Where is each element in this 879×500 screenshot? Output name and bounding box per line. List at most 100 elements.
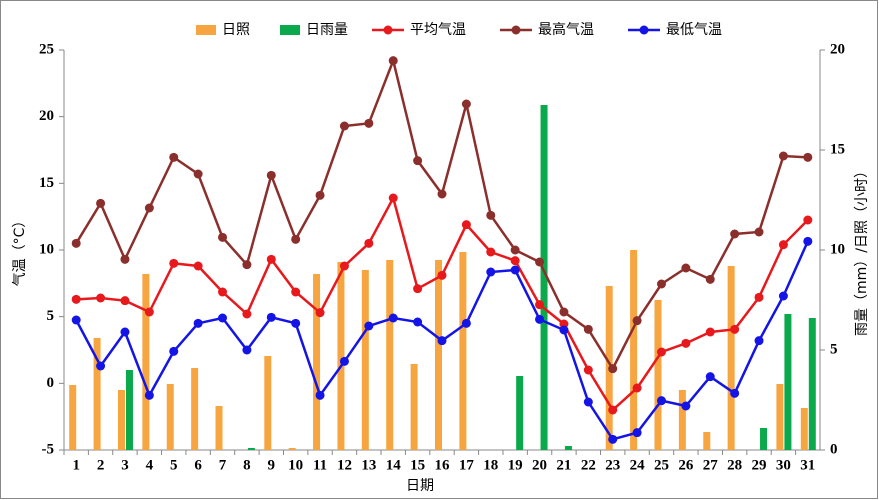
legend-swatch [639,25,649,35]
point [169,152,179,162]
bar [459,252,467,450]
point [339,356,349,366]
point [144,307,154,317]
x-tick-label: 1 [72,457,80,473]
point [461,220,471,230]
point [730,388,740,398]
x-tick-label: 19 [508,457,523,473]
point [754,292,764,302]
point [510,265,520,275]
legend-label: 日照 [222,22,250,38]
point [120,254,130,264]
point [583,365,593,375]
bar [264,356,272,450]
bar [288,448,296,450]
x-tick-label: 22 [581,457,596,473]
point [778,291,788,301]
point [656,396,666,406]
point [291,318,301,328]
point [413,317,423,327]
point [413,156,423,166]
point [437,189,447,199]
point [559,325,569,335]
bar [784,314,792,450]
point [193,318,203,328]
y-tick-label: 25 [39,41,54,57]
point [364,238,374,248]
x-tick-label: 18 [483,457,498,473]
point [608,434,618,444]
point [705,372,715,382]
x-tick-label: 4 [146,457,154,473]
point [632,316,642,326]
bar [435,260,442,450]
point [266,312,276,322]
y-tick-label: 20 [39,108,54,124]
bar [703,432,711,450]
point [120,296,130,306]
point [96,198,106,208]
y2-tick-label: 15 [830,141,845,157]
x-tick-label: 26 [678,457,694,473]
y-tick-label: 5 [47,308,55,324]
bar [93,338,101,450]
bar [760,428,768,450]
point [608,364,618,374]
point [656,347,666,357]
bar [69,385,77,450]
point [437,270,447,280]
point [705,327,715,337]
y2-tick-label: 0 [830,441,838,457]
point [632,428,642,438]
point [437,336,447,346]
x-tick-label: 17 [459,457,475,473]
point [120,327,130,337]
point [730,229,740,239]
point [583,324,593,334]
x-tick-label: 23 [605,457,620,473]
point [169,346,179,356]
point [315,190,325,200]
point [96,293,106,303]
x-axis-title: 日期 [406,478,434,494]
point [218,313,228,323]
x-tick-label: 2 [97,457,105,473]
legend-label: 日雨量 [306,22,348,38]
point [608,405,618,415]
point [705,274,715,284]
point [730,324,740,334]
point [291,287,301,297]
legend-label: 平均气温 [410,22,466,38]
bar [678,390,686,450]
point [315,308,325,318]
x-tick-label: 25 [654,457,669,473]
point [218,232,228,242]
legend-label: 最高气温 [538,21,594,38]
x-tick-label: 13 [361,457,376,473]
y2-tick-label: 20 [830,41,845,57]
bar [654,300,662,450]
point [656,279,666,289]
x-tick-label: 8 [243,457,251,473]
point [71,294,81,304]
bar [166,384,174,450]
legend-swatch [511,25,521,35]
bar [564,446,572,450]
point [364,321,374,331]
point [71,238,81,248]
point [96,361,106,371]
point [754,336,764,346]
point [242,309,252,319]
y-tick-label: -5 [42,441,55,457]
y-axis-title: 气温（°C） [12,214,28,287]
legend-label: 最低气温 [666,22,722,38]
bar [337,262,345,450]
bar [808,318,816,450]
point [413,284,423,294]
point [315,390,325,400]
point [291,234,301,244]
point [169,258,179,268]
bar [386,260,394,450]
x-tick-label: 20 [532,457,547,473]
